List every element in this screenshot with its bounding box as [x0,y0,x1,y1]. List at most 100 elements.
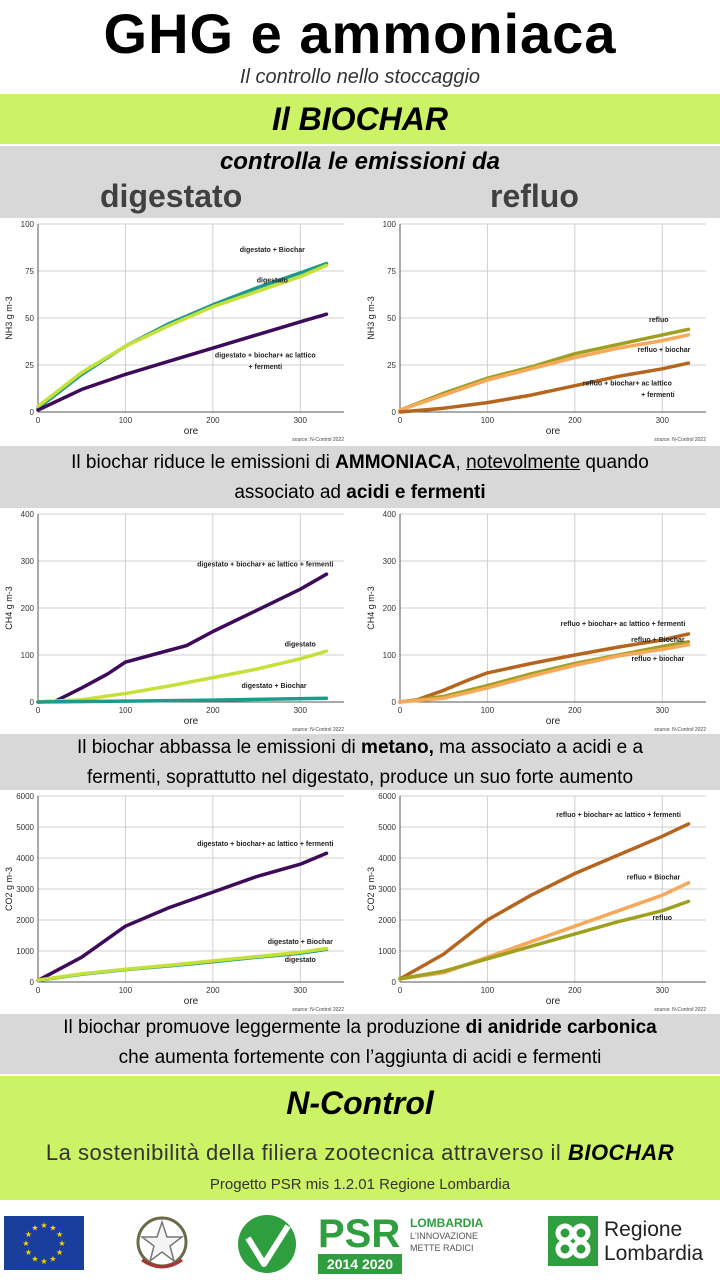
x-tick-label: 300 [656,416,670,425]
series-line [398,333,691,412]
chart-background [362,218,720,444]
x-tick-label: 0 [36,986,41,995]
eu-star-icon: ★ [40,1257,47,1266]
y-tick-label: 0 [392,408,397,417]
series-label: refluo + biochar [632,656,685,663]
source-note: source: N-Control 2022 [654,727,706,733]
controls-band [0,146,720,218]
y-tick-label: 0 [392,698,397,707]
regione-lombardia-icon [548,1216,598,1266]
x-tick-label: 0 [36,416,41,425]
psr-logo-text: PSR [318,1212,401,1256]
x-tick-label: 300 [294,986,308,995]
y-tick-label: 300 [21,557,35,566]
x-axis-label: ore [546,716,561,727]
project-name: N-Control [286,1085,434,1121]
x-tick-label: 200 [206,986,220,995]
series-line [36,263,329,409]
eu-star-icon: ★ [31,1223,38,1232]
y-axis-label: NH3 g m-3 [4,296,14,340]
chart-nh3-digestato: 0 25 50 75 100 0 100 200 300 ore NH3 g m-3 source: … [0,218,358,444]
caption-band-1 [0,446,720,508]
series-label: digestato + biochar+ ac lattico [215,352,316,359]
y-tick-label: 100 [383,220,397,229]
x-tick-label: 300 [656,986,670,995]
regione-text-1: Regione [604,1218,683,1241]
series-label: refluo [653,915,672,922]
source-note: source: N-Control 2022 [654,1007,706,1013]
y-tick-label: 100 [21,220,35,229]
eu-flag-logo: ★★★★★★★★★ ★ ★★ [4,1216,84,1270]
eu-star-icon: ★ [56,1248,63,1257]
y-tick-label: 1000 [378,947,396,956]
y-tick-label: 5000 [16,823,34,832]
x-tick-label: 200 [568,986,582,995]
series-label: digestato + biochar+ ac lattico + fermen… [197,841,333,848]
page-subtitle: Il controllo nello stoccaggio [239,66,481,88]
x-axis-label: ore [184,426,199,437]
x-tick-label: 0 [398,416,403,425]
y-tick-label: 3000 [378,885,396,894]
y-tick-label: 300 [383,557,397,566]
series-label: digestato [285,957,316,964]
chart-background [362,508,720,734]
y-tick-label: 0 [30,978,35,987]
lombardia-logo-text: LOMBARDIA [410,1216,484,1230]
controls-text: controlla le emissioni da [219,148,501,175]
source-note: source: N-Control 2022 [292,1007,344,1013]
chart-ch4-digestato: 0 100 200 300 400 0 100 200 300 ore CH4 g m-3 sourc… [0,508,358,734]
chart-background [0,790,358,1014]
lombardia-sub-1: L'INNOVAZIONE [410,1231,479,1241]
chart-co2-refluo: 0 1000 2000 3000 4000 5000 6000 0 100 200 300 ore CO… [362,790,720,1014]
y-axis-label: CO2 g m-3 [4,867,14,911]
caption-metano: Il biochar abbassa le emissioni di metan… [76,737,644,788]
y-tick-label: 0 [392,978,397,987]
y-tick-label: 3000 [16,885,34,894]
y-tick-label: 100 [383,651,397,660]
eu-star-icon: ★ [25,1248,32,1257]
series-line [36,696,329,704]
x-tick-label: 300 [656,706,670,715]
series-label: refluo [649,317,668,324]
source-note: source: N-Control 2022 [654,437,706,443]
x-tick-label: 100 [119,416,133,425]
series-line [36,851,329,983]
eu-star-icon: ★ [58,1239,65,1248]
eu-star-icon: ★ [22,1239,29,1248]
source-note: source: N-Control 2022 [292,437,344,443]
x-tick-label: 200 [206,416,220,425]
program-line: Progetto PSR mis 1.2.01 Regione Lombardi… [209,1176,511,1193]
footer-band [0,1076,720,1200]
y-tick-label: 50 [25,314,34,323]
chart-background [362,790,720,1014]
series-label: refluo + biochar [638,347,691,354]
y-tick-label: 75 [387,267,396,276]
y-tick-label: 200 [21,604,35,613]
series-line [398,361,691,414]
series-line [398,822,691,981]
series-label: refluo + biochar+ ac lattico [583,381,672,388]
eu-star-icon: ★ [56,1230,63,1239]
series-label: + fermenti [641,392,675,399]
series-line [36,946,329,982]
series-label: refluo + biochar+ ac lattico + fermenti [556,812,681,819]
x-axis-label: ore [184,996,199,1007]
series-label: digestato [285,642,316,649]
y-tick-label: 25 [387,361,396,370]
regione-text-2: Lombardia [604,1242,704,1265]
series-line [36,312,329,412]
eu-star-icon: ★ [40,1221,47,1230]
series-label: digestato + Biochar [241,683,306,690]
series-label: + fermenti [248,364,282,371]
y-tick-label: 4000 [378,854,396,863]
caption-band-3 [0,1014,720,1074]
series-label: digestato + Biochar [268,939,333,946]
y-tick-label: 400 [383,510,397,519]
series-line [398,640,691,704]
x-tick-label: 300 [294,706,308,715]
x-tick-label: 200 [568,416,582,425]
series-label: digestato + Biochar [240,247,305,254]
source-note: source: N-Control 2022 [292,727,344,733]
series-label: digestato + biochar+ ac lattico + fermen… [197,562,333,569]
eu-star-icon: ★ [49,1223,56,1232]
